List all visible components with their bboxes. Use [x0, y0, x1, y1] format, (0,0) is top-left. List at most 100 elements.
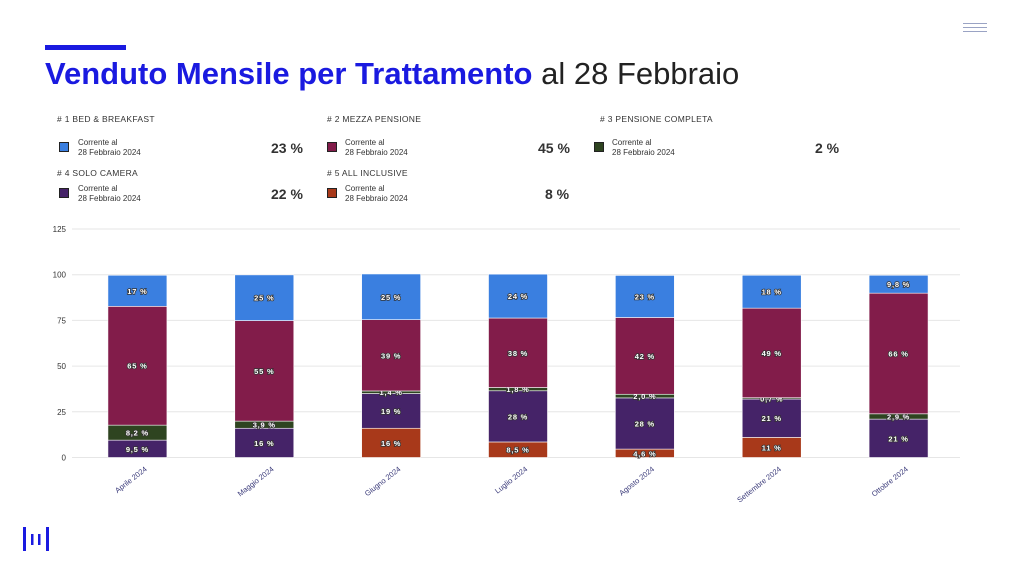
kpi-note-line2: 28 Febbraio 2024: [612, 148, 675, 157]
bar-segment-bed_breakfast: [868, 274, 929, 294]
data-label: 39 %: [381, 351, 401, 360]
kpi-note-line1: Corrente al: [612, 138, 652, 147]
data-label: 55 %: [254, 367, 274, 376]
kpi-note-line2: 28 Febbraio 2024: [78, 148, 141, 157]
x-tick-label: Agosto 2024: [617, 464, 656, 497]
kpi-bed-breakfast-head: # 1 BED & BREAKFAST: [57, 114, 155, 124]
kpi-pensione-completa-value: 2 %: [815, 140, 840, 156]
brand-logo-icon: [23, 527, 49, 551]
data-label: 66 %: [888, 349, 908, 358]
bar-segment-solo_camera: [234, 427, 295, 458]
kpi-all-inclusive-head: # 5 ALL INCLUSIVE: [327, 168, 408, 178]
data-label: 24 %: [508, 292, 528, 301]
data-label: 38 %: [508, 349, 528, 358]
page-title: Venduto Mensile per Trattamento al 28 Fe…: [45, 56, 739, 92]
kpi-note-line2: 28 Febbraio 2024: [345, 148, 408, 157]
data-label: 2,0 %: [633, 392, 656, 401]
bar-segment-bed_breakfast: [361, 273, 421, 320]
data-label: 18 %: [762, 288, 782, 297]
kpi-mezza-pensione-note: Corrente al 28 Febbraio 2024: [345, 138, 408, 158]
page-title-bold: Venduto Mensile per Trattamento: [45, 56, 533, 91]
x-tick-label: Giugno 2024: [363, 464, 402, 498]
kpi-all-inclusive-swatch: [327, 188, 337, 198]
y-tick-label: 75: [57, 316, 66, 325]
data-label: 16 %: [254, 439, 274, 448]
x-tick-label: Ottobre 2024: [870, 464, 910, 498]
data-label: 3,9 %: [253, 421, 276, 430]
data-label: 1,4 %: [380, 388, 403, 397]
x-tick-label: Aprile 2024: [113, 464, 148, 494]
data-label: 0,7 %: [760, 394, 783, 403]
kpi-note-line2: 28 Febbraio 2024: [345, 194, 408, 203]
kpi-note-line1: Corrente al: [78, 184, 118, 193]
kpi-note-line2: 28 Febbraio 2024: [78, 194, 141, 203]
bar-segment-mezza_pensione: [868, 292, 929, 415]
bar-segment-bed_breakfast: [741, 274, 802, 309]
data-label: 2,9 %: [887, 412, 910, 421]
y-tick-label: 50: [57, 362, 66, 371]
kpi-pensione-completa-note: Corrente al 28 Febbraio 2024: [612, 138, 675, 158]
kpi-bed-breakfast-swatch: [59, 142, 69, 152]
data-label: 21 %: [888, 434, 908, 443]
kpi-all-inclusive-value: 8 %: [545, 186, 570, 202]
menu-icon[interactable]: [963, 23, 987, 33]
bar-segment-mezza_pensione: [234, 320, 295, 422]
data-label: 9,8 %: [887, 280, 910, 289]
y-tick-label: 0: [62, 454, 67, 463]
bar-segment-bed_breakfast: [107, 274, 168, 307]
data-label: 28 %: [635, 419, 655, 428]
kpi-pensione-completa-head: # 3 PENSIONE COMPLETA: [600, 114, 713, 124]
data-label: 25 %: [254, 294, 274, 303]
kpi-bed-breakfast-note: Corrente al 28 Febbraio 2024: [78, 138, 141, 158]
data-label: 9,5 %: [126, 445, 149, 454]
data-label: 19 %: [381, 407, 401, 416]
y-tick-label: 125: [53, 225, 67, 234]
kpi-bed-breakfast-value: 23 %: [271, 140, 303, 156]
x-tick-label: Luglio 2024: [493, 464, 529, 495]
y-tick-label: 100: [53, 271, 67, 280]
y-tick-label: 25: [57, 408, 66, 417]
data-label: 17 %: [127, 287, 147, 296]
kpi-solo-camera-swatch: [59, 188, 69, 198]
bar-segment-solo_camera: [868, 418, 929, 458]
kpi-all-inclusive-note: Corrente al 28 Febbraio 2024: [345, 184, 408, 204]
bar-segment-bed_breakfast: [234, 274, 295, 321]
data-label: 65 %: [127, 362, 147, 371]
bar-segment-bed_breakfast: [615, 275, 675, 318]
data-label: 42 %: [635, 352, 655, 361]
bar-segment-bed_breakfast: [488, 273, 548, 319]
kpi-mezza-pensione-swatch: [327, 142, 337, 152]
bar-segment-mezza_pensione: [615, 317, 675, 395]
kpi-note-line1: Corrente al: [345, 184, 385, 193]
bar-segment-solo_camera: [741, 398, 802, 438]
kpi-mezza-pensione-value: 45 %: [538, 140, 570, 156]
kpi-solo-camera-head: # 4 SOLO CAMERA: [57, 168, 139, 178]
data-label: 11 %: [762, 443, 782, 452]
page-title-light: al 28 Febbraio: [541, 56, 740, 91]
data-label: 21 %: [762, 414, 782, 423]
title-accent-bar: [45, 45, 126, 50]
data-label: 4,6 %: [633, 449, 656, 458]
kpi-solo-camera-value: 22 %: [271, 186, 303, 202]
data-label: 25 %: [381, 293, 401, 302]
data-label: 16 %: [381, 439, 401, 448]
x-tick-label: Settembre 2024: [735, 464, 783, 504]
kpi-mezza-pensione-head: # 2 MEZZA PENSIONE: [327, 114, 422, 124]
data-label: 28 %: [508, 412, 528, 421]
data-label: 1,8 %: [506, 385, 529, 394]
kpi-solo-camera-note: Corrente al 28 Febbraio 2024: [78, 184, 141, 204]
bar-segment-solo_camera: [488, 390, 548, 443]
kpi-note-line1: Corrente al: [345, 138, 385, 147]
kpi-note-line1: Corrente al: [78, 138, 118, 147]
bar-segment-mezza_pensione: [488, 317, 548, 388]
x-tick-label: Maggio 2024: [236, 464, 276, 498]
data-label: 8,2 %: [126, 429, 149, 438]
data-label: 49 %: [762, 349, 782, 358]
data-label: 23 %: [635, 292, 655, 301]
data-label: 8,5 %: [506, 446, 529, 455]
kpi-pensione-completa-swatch: [594, 142, 604, 152]
bar-segment-mezza_pensione: [741, 307, 802, 399]
bar-segment-solo_camera: [615, 397, 675, 450]
bar-segment-mezza_pensione: [361, 319, 421, 392]
